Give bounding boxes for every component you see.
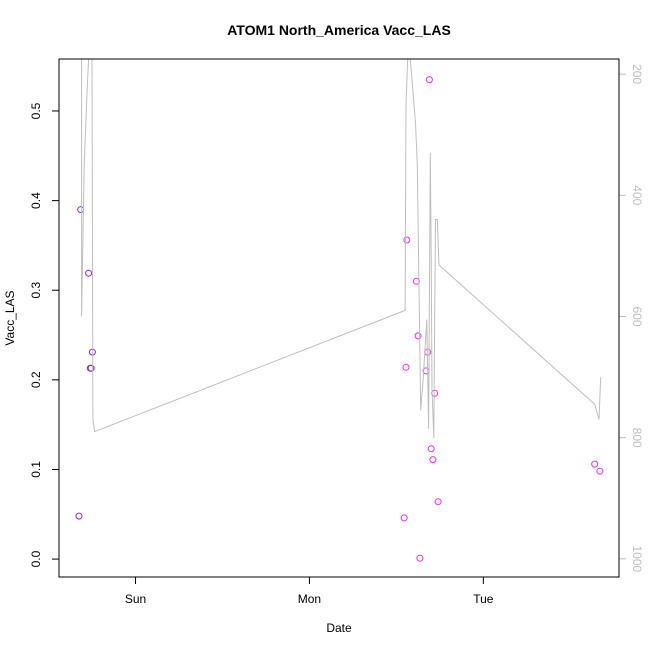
y-tick-label: 0.0 [29,550,43,567]
data-point [427,445,435,453]
data-point [403,236,411,244]
y-axis-label: Vacc_LAS [3,290,17,345]
plot-frame [58,58,620,578]
y2-tick-label: 600 [630,306,644,326]
y2-tick-label: 400 [630,185,644,205]
data-point [596,467,604,475]
y-tick-label: 0.4 [29,192,43,209]
data-point [402,363,410,371]
data-point [77,206,85,214]
chart-title: ATOM1 North_America Vacc_LAS [227,22,451,38]
data-point [85,269,93,277]
y2-tick-label: 1000 [630,545,644,572]
x-tick-label: Tue [473,592,494,606]
series-line [79,59,602,438]
data-point [429,456,437,464]
y-tick-label: 0.3 [29,282,43,299]
data-point [400,514,408,522]
y-tick-label: 0.2 [29,371,43,388]
y2-tick-label: 800 [630,428,644,448]
data-point [75,512,83,520]
y2-tick-label: 200 [630,64,644,84]
data-point [434,498,442,506]
data-point [425,76,433,84]
series-layer [75,59,604,562]
x-axis-label: Date [326,621,352,635]
data-point [414,332,422,340]
y-tick-label: 0.5 [29,102,43,119]
x-tick-label: Sun [125,592,146,606]
data-point [416,554,424,562]
y-tick-label: 0.1 [29,461,43,478]
x-tick-label: Mon [298,592,321,606]
data-point [87,364,95,372]
axes-layer: Sun Mon Tue 0.0 0.1 0.2 0.3 0.4 0.5 200 400 600 800 1… [29,64,644,606]
data-point [591,460,599,468]
